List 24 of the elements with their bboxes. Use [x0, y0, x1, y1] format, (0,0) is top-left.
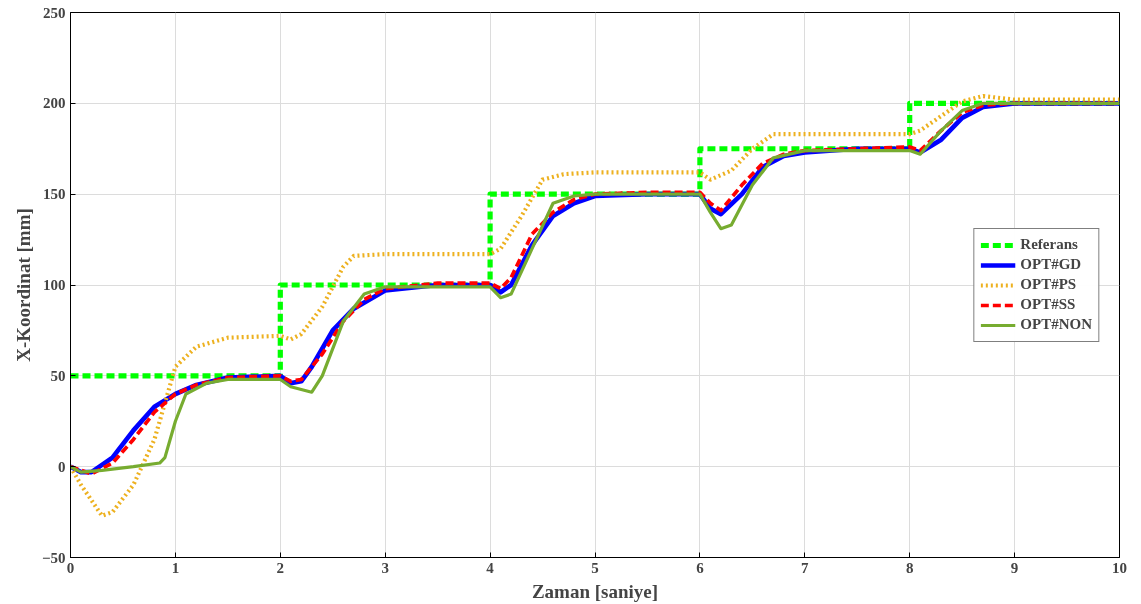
legend-label: Referans	[1020, 236, 1078, 253]
x-tick-label: 5	[591, 559, 599, 576]
x-tick-label: 10	[1112, 559, 1127, 576]
x-tick-label: 7	[801, 559, 810, 576]
x-tick-label: 3	[381, 559, 389, 576]
legend-label: OPT#NON	[1020, 316, 1092, 333]
legend-label: OPT#SS	[1020, 296, 1076, 313]
x-tick-label: 8	[905, 559, 914, 576]
y-axis-title: X-Koordinat [mm]	[12, 208, 34, 362]
y-tick-label: 100	[43, 277, 66, 293]
y-tick-label: −50	[41, 549, 66, 566]
legend-label: OPT#GD	[1020, 256, 1082, 273]
y-tick-label: 250	[43, 4, 66, 21]
y-tick-label: 50	[50, 367, 66, 384]
legend-label: OPT#PS	[1020, 276, 1077, 293]
x-tick-label: 1	[171, 559, 180, 576]
y-tick-label: 0	[58, 458, 66, 475]
x-axis-title: Zaman [saniye]	[531, 580, 659, 602]
x-tick-label: 9	[1010, 559, 1019, 576]
y-tick-label: 150	[43, 186, 66, 203]
y-tick-label: 200	[43, 95, 66, 112]
x-tick-label: 6	[696, 559, 705, 576]
x-tick-label: 2	[276, 559, 285, 576]
x-tick-label: 4	[486, 559, 495, 576]
